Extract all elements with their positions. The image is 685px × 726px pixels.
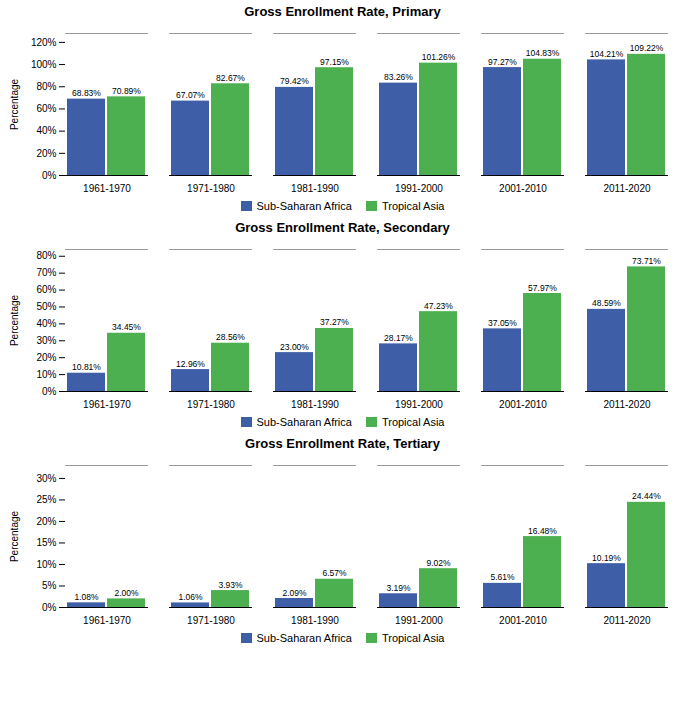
svg-text:70%: 70% xyxy=(36,267,56,278)
html-text:Gross Enrollment Rate, Tertiar: Gross Enrollment Rate, Tertiary xyxy=(245,436,440,451)
svg-text:5.61%: 5.61% xyxy=(490,572,515,582)
svg-text:109.22%: 109.22% xyxy=(630,43,664,53)
html-text:Sub-Saharan Africa: Sub-Saharan Africa xyxy=(256,632,352,644)
svg-text:1991-2000: 1991-2000 xyxy=(395,183,443,194)
svg-text:2001-2010: 2001-2010 xyxy=(499,183,547,194)
svg-text:2001-2010: 2001-2010 xyxy=(499,615,547,626)
svg-text:60%: 60% xyxy=(36,103,56,114)
svg-text:37.27%: 37.27% xyxy=(320,317,349,327)
svg-text:0%: 0% xyxy=(42,386,57,397)
svg-text:1961-1970: 1961-1970 xyxy=(83,615,131,626)
html-text:Tropical Asia: Tropical Asia xyxy=(381,416,445,428)
svg-text:1971-1980: 1971-1980 xyxy=(187,183,235,194)
svg-text:2.00%: 2.00% xyxy=(114,588,139,598)
svg-text:60%: 60% xyxy=(36,284,56,295)
html-text:Sub-Saharan Africa: Sub-Saharan Africa xyxy=(256,416,352,428)
svg-text:1981-1990: 1981-1990 xyxy=(291,183,339,194)
svg-text:2011-2020: 2011-2020 xyxy=(603,183,651,194)
svg-text:10.81%: 10.81% xyxy=(72,362,101,372)
svg-text:0%: 0% xyxy=(42,170,57,181)
svg-text:1991-2000: 1991-2000 xyxy=(395,399,443,410)
svg-text:48.59%: 48.59% xyxy=(592,298,621,308)
svg-text:9.02%: 9.02% xyxy=(426,558,451,568)
svg-text:120%: 120% xyxy=(31,37,57,48)
svg-text:34.45%: 34.45% xyxy=(112,322,141,332)
svg-text:1981-1990: 1981-1990 xyxy=(291,399,339,410)
svg-text:3.19%: 3.19% xyxy=(386,583,411,593)
svg-text:23.00%: 23.00% xyxy=(280,342,309,352)
svg-text:Percentage: Percentage xyxy=(9,78,20,130)
svg-text:Percentage: Percentage xyxy=(9,294,20,346)
svg-text:10.19%: 10.19% xyxy=(592,553,621,563)
svg-text:12.96%: 12.96% xyxy=(176,359,205,369)
svg-text:1971-1980: 1971-1980 xyxy=(187,399,235,410)
svg-text:101.26%: 101.26% xyxy=(422,52,456,62)
svg-text:104.83%: 104.83% xyxy=(526,48,560,58)
svg-text:6.57%: 6.57% xyxy=(322,568,347,578)
svg-text:30%: 30% xyxy=(36,473,56,484)
svg-text:104.21%: 104.21% xyxy=(590,49,624,59)
svg-text:5%: 5% xyxy=(42,580,57,591)
svg-text:Percentage: Percentage xyxy=(9,510,20,562)
svg-text:97.27%: 97.27% xyxy=(488,57,517,67)
svg-text:10%: 10% xyxy=(36,369,56,380)
svg-text:20%: 20% xyxy=(36,516,56,527)
svg-text:82.67%: 82.67% xyxy=(216,73,245,83)
html-text:Sub-Saharan Africa: Sub-Saharan Africa xyxy=(256,200,352,212)
svg-text:1961-1970: 1961-1970 xyxy=(83,183,131,194)
svg-text:25%: 25% xyxy=(36,494,56,505)
svg-text:3.93%: 3.93% xyxy=(218,580,243,590)
svg-text:1991-2000: 1991-2000 xyxy=(395,615,443,626)
svg-text:1.08%: 1.08% xyxy=(74,592,99,602)
svg-text:16.48%: 16.48% xyxy=(528,526,557,536)
svg-text:20%: 20% xyxy=(36,352,56,363)
svg-text:80%: 80% xyxy=(36,81,56,92)
svg-text:28.17%: 28.17% xyxy=(384,333,413,343)
html-text:Tropical Asia: Tropical Asia xyxy=(381,632,445,644)
html-text:Gross Enrollment Rate, Seconda: Gross Enrollment Rate, Secondary xyxy=(235,220,450,235)
svg-text:2.09%: 2.09% xyxy=(282,588,307,598)
svg-text:37.05%: 37.05% xyxy=(488,318,517,328)
svg-text:79.42%: 79.42% xyxy=(280,76,309,86)
svg-text:97.15%: 97.15% xyxy=(320,57,349,67)
svg-text:73.71%: 73.71% xyxy=(632,256,661,266)
svg-text:15%: 15% xyxy=(36,537,56,548)
svg-text:1971-1980: 1971-1980 xyxy=(187,615,235,626)
svg-text:0%: 0% xyxy=(42,602,57,613)
svg-text:67.07%: 67.07% xyxy=(176,90,205,100)
html-text:Tropical Asia: Tropical Asia xyxy=(381,200,445,212)
svg-text:1961-1970: 1961-1970 xyxy=(83,399,131,410)
svg-text:70.89%: 70.89% xyxy=(112,86,141,96)
svg-text:100%: 100% xyxy=(31,59,57,70)
svg-text:40%: 40% xyxy=(36,125,56,136)
svg-text:47.23%: 47.23% xyxy=(424,301,453,311)
svg-text:40%: 40% xyxy=(36,318,56,329)
svg-text:2011-2020: 2011-2020 xyxy=(603,615,651,626)
svg-text:2011-2020: 2011-2020 xyxy=(603,399,651,410)
svg-text:83.26%: 83.26% xyxy=(384,72,413,82)
svg-text:50%: 50% xyxy=(36,301,56,312)
svg-text:57.97%: 57.97% xyxy=(528,283,557,293)
svg-text:1981-1990: 1981-1990 xyxy=(291,615,339,626)
svg-text:10%: 10% xyxy=(36,559,56,570)
html-text:Gross Enrollment Rate, Primary: Gross Enrollment Rate, Primary xyxy=(244,4,441,19)
svg-text:1.06%: 1.06% xyxy=(178,592,203,602)
svg-text:24.44%: 24.44% xyxy=(632,491,661,501)
svg-text:2001-2010: 2001-2010 xyxy=(499,399,547,410)
svg-text:28.56%: 28.56% xyxy=(216,332,245,342)
svg-text:80%: 80% xyxy=(36,250,56,261)
svg-text:68.83%: 68.83% xyxy=(72,88,101,98)
svg-text:20%: 20% xyxy=(36,148,56,159)
svg-text:30%: 30% xyxy=(36,335,56,346)
